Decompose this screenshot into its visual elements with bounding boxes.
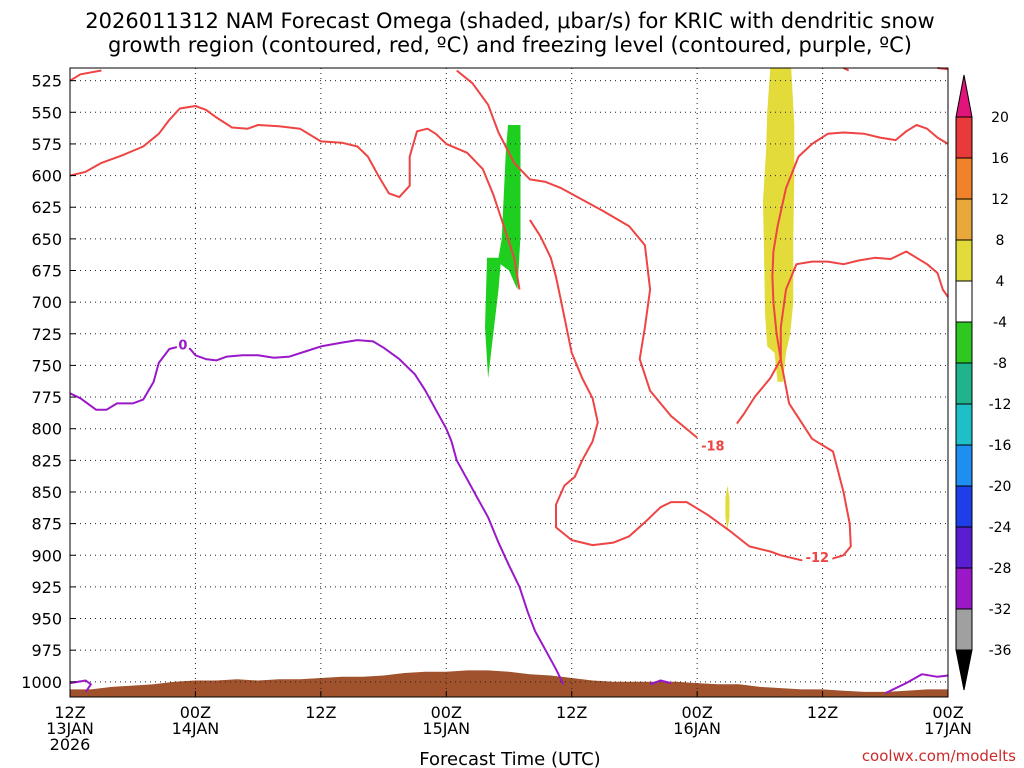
colorbar-label: -36 bbox=[989, 643, 1012, 659]
colorbar-band bbox=[955, 403, 973, 446]
y-tick-label: 525 bbox=[31, 72, 62, 91]
colorbar-band bbox=[955, 485, 973, 528]
omega-shading-layer bbox=[485, 68, 795, 530]
x-tick-label: 16JAN bbox=[673, 719, 721, 738]
dgz-label-bg bbox=[802, 548, 833, 565]
colorbar-band bbox=[955, 608, 973, 651]
y-tick-label: 725 bbox=[31, 325, 62, 344]
y-tick-label: 850 bbox=[31, 483, 62, 502]
y-tick-label: 700 bbox=[31, 293, 62, 312]
freezing-contour-3 bbox=[649, 679, 672, 686]
y-tick-label: 800 bbox=[31, 420, 62, 439]
dgz-contour-1 bbox=[69, 105, 521, 290]
colorbar-label: 16 bbox=[991, 151, 1009, 167]
credit-text: coolwx.com/modelts bbox=[862, 747, 1016, 765]
colorbar-label: 12 bbox=[991, 192, 1009, 208]
dgz-contour-label: -12 bbox=[806, 551, 830, 566]
x-tick-label: 14JAN bbox=[172, 719, 220, 738]
contour-layer: -18 -12 0 bbox=[69, 67, 949, 695]
colorbar-band bbox=[955, 239, 973, 282]
colorbar-band bbox=[955, 444, 973, 487]
x-tick-label: 13JAN bbox=[46, 719, 94, 738]
freezing-contour-label: 0 bbox=[178, 338, 187, 353]
colorbar-bottom-arrow bbox=[955, 649, 973, 691]
colorbar-top-arrow bbox=[955, 74, 973, 118]
colorbar-band bbox=[955, 198, 973, 241]
x-tick-label: 00Z bbox=[431, 703, 462, 722]
colorbar-label: 8 bbox=[996, 233, 1005, 249]
x-tick-label: 12Z bbox=[807, 703, 838, 722]
omega-shade-3 bbox=[725, 485, 730, 530]
y-tick-label: 1000 bbox=[21, 673, 62, 692]
colorbar-band bbox=[955, 567, 973, 610]
colorbar-label: -16 bbox=[989, 438, 1012, 454]
freezing-contour-4 bbox=[884, 673, 949, 695]
y-tick-label: 825 bbox=[31, 451, 62, 470]
y-tick-label: 550 bbox=[31, 103, 62, 122]
y-tick-label: 600 bbox=[31, 167, 62, 186]
x-tick-label: 15JAN bbox=[422, 719, 470, 738]
colorbar-label: -28 bbox=[989, 561, 1012, 577]
y-tick-label: 675 bbox=[31, 261, 62, 280]
x-tick-label: 12Z bbox=[556, 703, 587, 722]
y-tick-label: 925 bbox=[31, 578, 62, 597]
y-tick-label: 625 bbox=[31, 198, 62, 217]
y-tick-label: 575 bbox=[31, 135, 62, 154]
omega-colorbar: 20 16 12 8 4 -4 -8 -12 -16 -20 -24 -28 -32 -36 bbox=[955, 74, 1012, 691]
terrain-layer bbox=[70, 670, 948, 697]
dgz-label-bg bbox=[697, 437, 728, 454]
x-tick-label: 12Z bbox=[305, 703, 336, 722]
dgz-contour-2 bbox=[69, 69, 102, 82]
plot-frame bbox=[69, 67, 949, 698]
y-axis-pressure: 525 550 575 600 625 650 675 700 725 750 775 800 825 8… bbox=[21, 72, 76, 692]
freezing-contour-2 bbox=[69, 679, 92, 693]
colorbar-band bbox=[955, 526, 973, 569]
y-tick-label: 975 bbox=[31, 641, 62, 660]
y-tick-label: 775 bbox=[31, 388, 62, 407]
colorbar-label: -24 bbox=[989, 520, 1012, 536]
chart-title-line-1: 2026011312 NAM Forecast Omega (shaded, μ… bbox=[85, 9, 934, 33]
dgz-contour-7 bbox=[529, 124, 949, 563]
omega-shade-1 bbox=[485, 125, 521, 379]
x-tick-label: 12Z bbox=[54, 703, 85, 722]
dgz-contour-label: -18 bbox=[701, 439, 725, 454]
chart-title-line-2: growth region (contoured, red, ºC) and f… bbox=[108, 33, 912, 57]
y-tick-label: 950 bbox=[31, 610, 62, 629]
colorbar-band bbox=[955, 157, 973, 200]
colorbar-label: 4 bbox=[996, 274, 1005, 290]
colorbar-band bbox=[955, 280, 973, 323]
y-tick-label: 650 bbox=[31, 230, 62, 249]
terrain-fill bbox=[70, 670, 948, 697]
y-tick-label: 750 bbox=[31, 356, 62, 375]
freezing-label-bg bbox=[176, 337, 189, 352]
y-tick-label: 875 bbox=[31, 515, 62, 534]
colorbar-label: -8 bbox=[993, 356, 1007, 372]
freezing-contour-1 bbox=[69, 339, 565, 685]
x-tick-label: 00Z bbox=[180, 703, 211, 722]
colorbar-band bbox=[955, 362, 973, 405]
colorbar-band bbox=[955, 116, 973, 159]
x-tick-label: 00Z bbox=[932, 703, 963, 722]
x-tick-label: 00Z bbox=[681, 703, 712, 722]
colorbar-label: -12 bbox=[989, 397, 1012, 413]
colorbar-label: -32 bbox=[989, 602, 1012, 618]
dgz-contour-6 bbox=[736, 250, 949, 425]
x-tick-label: 17JAN bbox=[924, 719, 972, 738]
y-tick-label: 900 bbox=[31, 546, 62, 565]
x-axis-title: Forecast Time (UTC) bbox=[419, 749, 600, 768]
x-tick-label: 2026 bbox=[50, 735, 91, 754]
colorbar-label: -20 bbox=[989, 479, 1012, 495]
colorbar-label: -4 bbox=[993, 315, 1007, 331]
colorbar-label: 20 bbox=[991, 110, 1009, 126]
dgz-contour-3 bbox=[456, 69, 698, 439]
colorbar-band bbox=[955, 321, 973, 364]
